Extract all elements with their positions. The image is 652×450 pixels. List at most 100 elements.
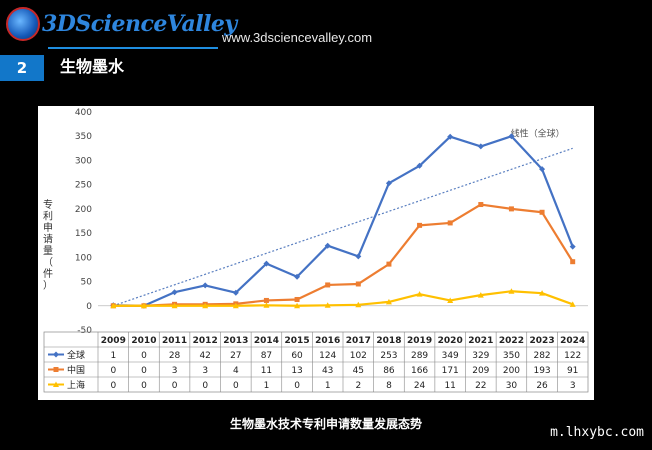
data-label: 253 bbox=[380, 351, 397, 361]
data-label: 289 bbox=[411, 351, 428, 361]
data-label: 1 bbox=[264, 381, 270, 391]
data-label: 0 bbox=[141, 351, 147, 361]
data-label: 28 bbox=[169, 351, 181, 361]
data-label: 171 bbox=[442, 366, 459, 376]
data-label: 42 bbox=[199, 351, 210, 361]
x-tick-label: 2014 bbox=[254, 336, 279, 346]
y-tick-label: 0 bbox=[86, 302, 92, 312]
data-point bbox=[110, 302, 117, 309]
x-tick-label: 2015 bbox=[285, 336, 310, 346]
x-tick-label: 2009 bbox=[101, 336, 126, 346]
data-label: 102 bbox=[350, 351, 367, 361]
data-label: 350 bbox=[503, 351, 520, 361]
legend-label: 全球 bbox=[67, 349, 85, 361]
data-point bbox=[140, 302, 147, 309]
data-point bbox=[385, 298, 392, 305]
x-tick-label: 2023 bbox=[530, 336, 555, 346]
y-axis-label: 申 bbox=[43, 221, 53, 234]
section-number: 2 bbox=[0, 55, 44, 81]
data-label: 3 bbox=[172, 366, 178, 376]
data-label: 87 bbox=[261, 351, 272, 361]
data-point bbox=[477, 292, 484, 298]
y-axis-label: ） bbox=[43, 280, 53, 292]
x-tick-label: 2021 bbox=[468, 336, 493, 346]
data-point bbox=[539, 209, 545, 215]
data-point bbox=[202, 282, 209, 289]
data-label: 22 bbox=[475, 381, 486, 391]
data-label: 0 bbox=[233, 381, 239, 391]
data-point bbox=[508, 206, 514, 212]
data-point bbox=[539, 290, 546, 296]
patent-trend-chart: -50050100150200250300350400专利申请量（件）线性（全球… bbox=[43, 108, 589, 393]
legend-label: 上海 bbox=[67, 379, 85, 391]
data-point bbox=[386, 261, 392, 267]
y-axis-label: 请 bbox=[43, 233, 53, 246]
data-point bbox=[355, 301, 362, 308]
data-point bbox=[294, 296, 300, 302]
data-point bbox=[171, 302, 178, 309]
legend-marker bbox=[53, 367, 59, 372]
x-tick-label: 2017 bbox=[346, 336, 371, 346]
data-label: 282 bbox=[533, 351, 550, 361]
y-tick-label: 200 bbox=[75, 205, 92, 215]
y-tick-label: 250 bbox=[75, 181, 92, 191]
y-tick-label: 400 bbox=[75, 108, 92, 118]
data-label: 2 bbox=[355, 381, 361, 391]
data-point bbox=[263, 297, 269, 303]
data-label: 124 bbox=[319, 351, 336, 361]
data-label: 193 bbox=[533, 366, 550, 376]
data-label: 1 bbox=[325, 381, 331, 391]
data-label: 329 bbox=[472, 351, 489, 361]
data-label: 166 bbox=[411, 366, 428, 376]
logo-text: 3DScienceValley bbox=[42, 11, 237, 37]
data-label: 45 bbox=[353, 366, 364, 376]
series-line bbox=[113, 290, 574, 307]
data-point bbox=[232, 289, 239, 296]
data-point bbox=[202, 302, 209, 309]
x-tick-label: 2016 bbox=[315, 336, 340, 346]
data-point bbox=[294, 273, 301, 280]
data-point bbox=[477, 143, 484, 150]
data-label: 91 bbox=[567, 366, 578, 376]
x-tick-label: 2013 bbox=[223, 336, 248, 346]
series-line bbox=[113, 135, 574, 307]
data-label: 4 bbox=[233, 366, 239, 376]
data-point bbox=[294, 302, 301, 309]
data-label: 0 bbox=[141, 381, 147, 391]
data-point bbox=[385, 180, 392, 187]
data-point bbox=[417, 222, 423, 228]
section-title: 生物墨水 bbox=[60, 57, 125, 76]
y-tick-label: 150 bbox=[75, 229, 92, 239]
data-label: 209 bbox=[472, 366, 489, 376]
x-tick-label: 2011 bbox=[162, 336, 187, 346]
data-label: 43 bbox=[322, 366, 333, 376]
data-label: 24 bbox=[414, 381, 426, 391]
y-axis-label: 量 bbox=[43, 245, 53, 257]
data-label: 0 bbox=[110, 366, 116, 376]
y-tick-label: 350 bbox=[75, 132, 92, 142]
data-label: 122 bbox=[564, 351, 581, 361]
y-tick-label: 300 bbox=[75, 156, 92, 166]
data-label: 26 bbox=[536, 381, 548, 391]
x-tick-label: 2022 bbox=[499, 336, 524, 346]
data-label: 27 bbox=[230, 351, 241, 361]
data-point bbox=[570, 259, 576, 265]
data-point bbox=[171, 289, 178, 296]
data-label: 3 bbox=[202, 366, 208, 376]
data-label: 349 bbox=[442, 351, 459, 361]
y-axis-label: （ bbox=[43, 257, 53, 269]
data-point bbox=[508, 133, 515, 140]
legend-marker bbox=[53, 381, 59, 387]
data-label: 8 bbox=[386, 381, 392, 391]
data-label: 60 bbox=[291, 351, 303, 361]
trendline bbox=[113, 147, 573, 307]
data-label: 0 bbox=[294, 381, 300, 391]
x-tick-label: 2012 bbox=[193, 336, 218, 346]
data-point bbox=[447, 220, 453, 226]
data-point bbox=[416, 162, 423, 169]
data-point bbox=[263, 302, 270, 308]
data-label: 13 bbox=[291, 366, 302, 376]
data-point bbox=[232, 302, 239, 309]
data-label: 200 bbox=[503, 366, 520, 376]
data-label: 3 bbox=[570, 381, 576, 391]
